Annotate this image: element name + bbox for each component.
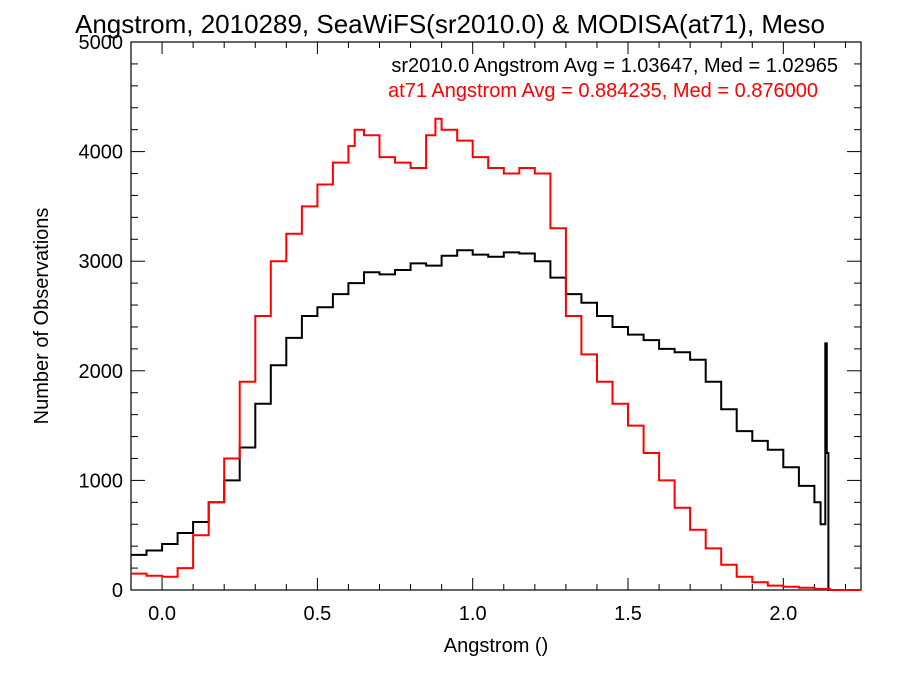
chart-title: Angstrom, 2010289, SeaWiFS(sr2010.0) & M… <box>75 9 825 39</box>
y-tick-labels: 0 1000 2000 3000 4000 5000 <box>79 32 124 602</box>
y-tick-label: 4000 <box>79 142 124 164</box>
axis-ticks <box>130 41 861 591</box>
x-tick-labels: 0.0 0.5 1.0 1.5 2.0 <box>148 603 797 625</box>
x-tick-label: 0.5 <box>303 603 331 625</box>
annotation-at71: at71 Angstrom Avg = 0.884235, Med = 0.87… <box>388 80 818 102</box>
series-line-1 <box>131 117 861 591</box>
annotation-sr2010: sr2010.0 Angstrom Avg = 1.03647, Med = 1… <box>391 55 838 77</box>
y-tick-label: 1000 <box>79 470 124 492</box>
y-tick-label: 0 <box>112 580 123 602</box>
y-tick-label: 2000 <box>79 361 124 383</box>
y-axis-label: Number of Observations <box>31 208 53 425</box>
x-tick-label: 2.0 <box>769 603 797 625</box>
x-tick-label: 1.0 <box>459 603 487 625</box>
x-tick-label: 1.5 <box>614 603 642 625</box>
y-tick-label: 5000 <box>79 32 124 54</box>
plot-area <box>130 41 862 591</box>
series-line-0 <box>131 249 861 591</box>
x-axis-label: Angstrom () <box>444 635 548 657</box>
y-tick-label: 3000 <box>79 251 124 273</box>
x-tick-label: 0.0 <box>148 603 176 625</box>
series-layer <box>131 117 861 591</box>
